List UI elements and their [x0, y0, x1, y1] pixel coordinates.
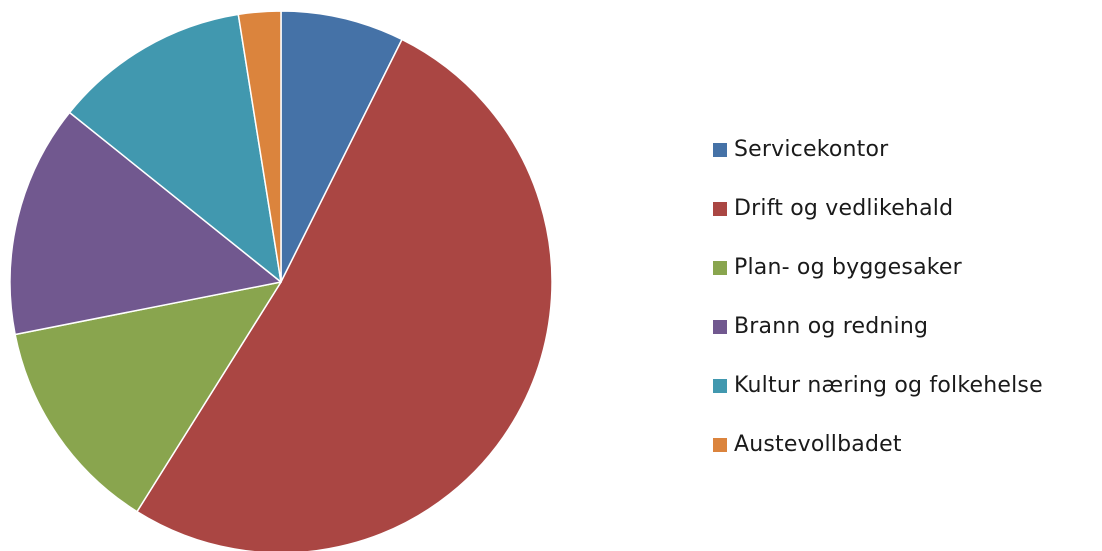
chart-legend: Servicekontor Drift og vedlikehald Plan- o…: [713, 120, 1093, 474]
legend-item: Austevollbadet: [713, 415, 1093, 474]
pie-slice-austevollbadet: [237, 10, 282, 283]
pie-slice-plan-og-byggesaker: [14, 281, 282, 513]
legend-label: Servicekontor: [734, 137, 889, 162]
legend-label: Kultur næring og folkehelse: [734, 373, 1043, 398]
legend-item: Drift og vedlikehald: [713, 179, 1093, 238]
legend-swatch: [713, 437, 727, 452]
legend-item: Plan- og byggesaker: [713, 238, 1093, 297]
legend-label: Brann og redning: [734, 314, 929, 339]
legend-swatch: [713, 378, 727, 393]
legend-item: Servicekontor: [713, 120, 1093, 179]
legend-swatch: [713, 142, 727, 157]
pie-slice-servicekontor: [280, 10, 403, 283]
pie-slice-brann-og-redning: [9, 111, 282, 336]
legend-label: Drift og vedlikehald: [734, 196, 954, 221]
legend-swatch: [713, 201, 727, 216]
legend-swatch: [713, 319, 727, 334]
legend-item: Kultur næring og folkehelse: [713, 356, 1093, 415]
pie-slice-kultur-næring-og-folkehelse: [68, 13, 282, 283]
pie-slice-drift-og-vedlikehald: [136, 38, 553, 551]
legend-label: Austevollbadet: [734, 432, 902, 457]
legend-label: Plan- og byggesaker: [734, 255, 962, 280]
pie-plot-area: [9, 10, 553, 551]
legend-swatch: [713, 260, 727, 275]
legend-item: Brann og redning: [713, 297, 1093, 356]
